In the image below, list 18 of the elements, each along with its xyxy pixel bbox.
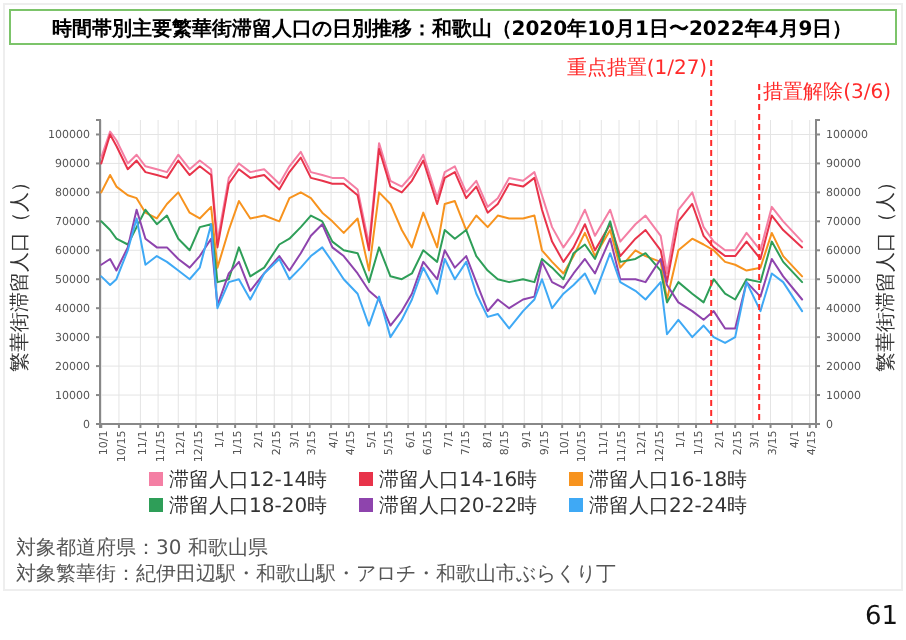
legend-label: 滞留人口16-18時 bbox=[589, 468, 748, 492]
text: 対象繁華街：紀伊田辺駅・和歌山駅・アロチ・和歌山市ぶらくり丁 bbox=[16, 562, 616, 586]
legend-label: 滞留人口22-24時 bbox=[589, 494, 748, 518]
chart-title: 時間帯別主要繁華街滞留人口の日別推移：和歌山（2020年10月1日〜2022年4月9日） bbox=[51, 17, 853, 41]
line-series bbox=[100, 208, 804, 304]
text: 61 bbox=[864, 602, 898, 632]
ref-line-label: 重点措置(1/27) bbox=[566, 56, 708, 80]
text: 対象都道府県：30 和歌山県 bbox=[16, 536, 268, 560]
y-axis-title: 繁華街滞留人口（人） bbox=[8, 172, 32, 372]
legend-label: 滞留人口20-22時 bbox=[379, 494, 538, 518]
line-series bbox=[100, 174, 804, 301]
legend-label: 滞留人口12-14時 bbox=[169, 468, 328, 492]
ref-line-label: 措置解除(3/6) bbox=[763, 80, 892, 104]
legend-label: 滞留人口18-20時 bbox=[169, 494, 328, 518]
legend-label: 滞留人口14-16時 bbox=[379, 468, 538, 492]
line-series bbox=[100, 217, 804, 344]
y2-axis-title: 繁華街滞留人口（人） bbox=[874, 172, 898, 372]
line-series bbox=[100, 208, 804, 330]
